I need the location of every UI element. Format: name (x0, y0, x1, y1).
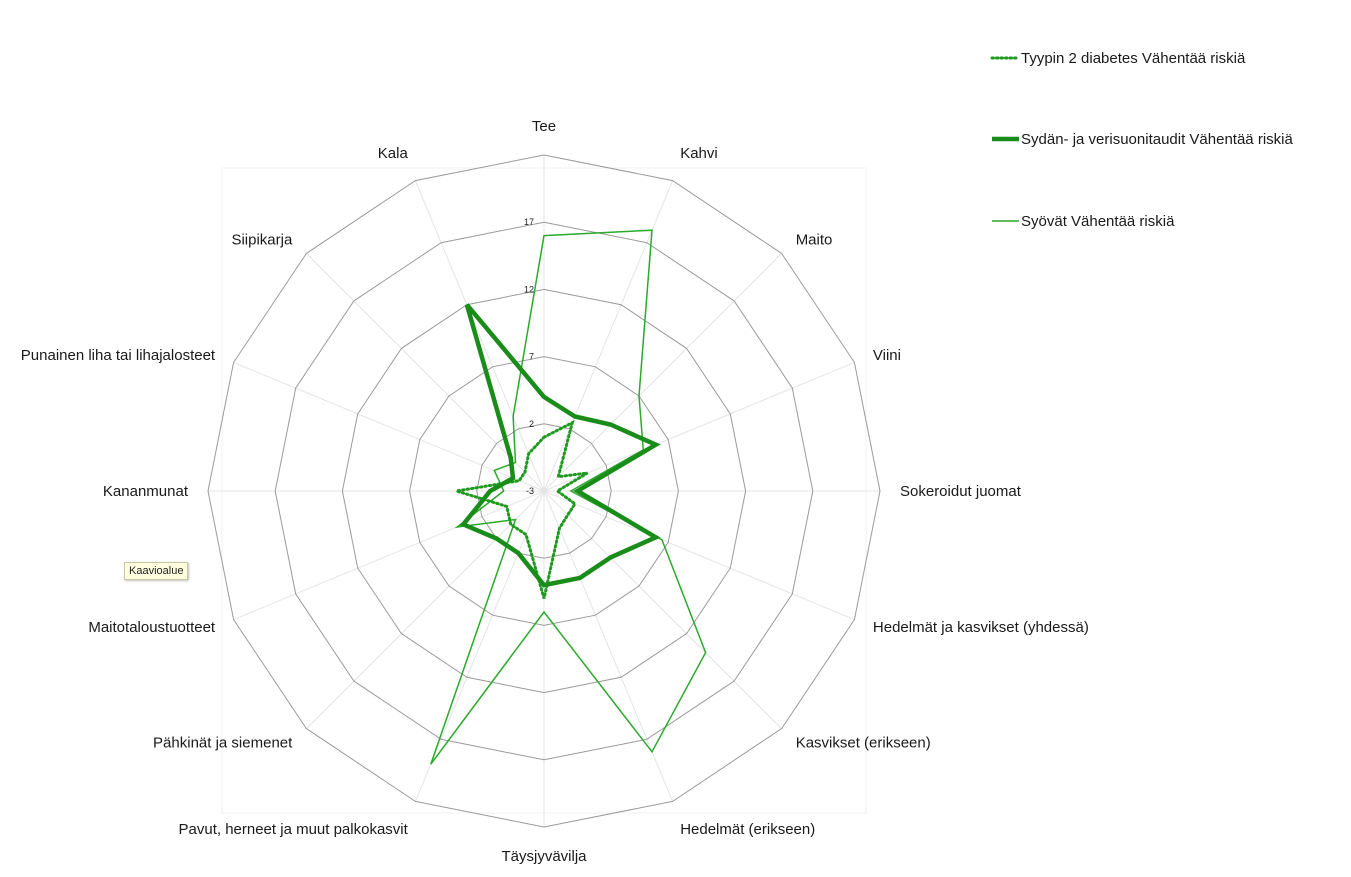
series-line-0 (456, 419, 589, 599)
chart-area-tooltip: Kaavioalue (124, 562, 189, 580)
category-label: Hedelmät (erikseen) (680, 821, 815, 838)
grid-ring-2 (341, 288, 747, 694)
category-label: Maitotaloustuotteet (88, 619, 216, 636)
tick-label: 2 (529, 419, 534, 429)
category-label: Kananmunat (103, 483, 189, 500)
radial-spokes (208, 155, 880, 827)
grid-ring-1 (409, 356, 679, 626)
spoke-3 (543, 361, 855, 492)
category-label: Pavut, herneet ja muut palkokasvit (179, 821, 409, 838)
category-label: Viini (873, 347, 901, 364)
spoke-14 (306, 253, 545, 492)
grid-ring-4 (207, 154, 881, 828)
series-line-1 (459, 303, 661, 588)
category-label: Pähkinät ja siemenet (153, 735, 293, 752)
legend-label: Tyypin 2 diabetes Vähentää riskiä (1021, 50, 1246, 67)
category-label: Kasvikset (erikseen) (796, 735, 931, 752)
spoke-10 (306, 490, 545, 729)
tick-label: 12 (524, 284, 534, 294)
category-label: Punainen liha tai lihajalosteet (21, 347, 216, 364)
spoke-11 (233, 490, 545, 621)
category-label: Sokeroidut juomat (900, 483, 1022, 500)
spoke-6 (543, 490, 782, 729)
grid-ring-3 (274, 221, 814, 761)
series-line-2 (430, 229, 707, 765)
category-label: Siipikarja (231, 231, 293, 248)
spoke-13 (233, 361, 545, 492)
grid-ring-0 (476, 423, 612, 559)
radial-tick-labels: -3 2 7 12 17 (524, 217, 534, 496)
category-label: Kala (378, 145, 409, 162)
spoke-15 (414, 180, 545, 492)
spoke-2 (543, 253, 782, 492)
category-label: Kahvi (680, 145, 718, 162)
tick-label: 17 (524, 217, 534, 227)
tick-label: -3 (526, 486, 534, 496)
category-label: Tee (532, 118, 556, 135)
spoke-5 (543, 490, 855, 621)
legend-label: Syövät Vähentää riskiä (1021, 213, 1175, 230)
data-series (430, 229, 707, 765)
spoke-9 (414, 490, 545, 802)
legend: Tyypin 2 diabetes Vähentää riskiä Sydän- … (990, 50, 1293, 230)
legend-label: Sydän- ja verisuonitaudit Vähentää riski… (1021, 131, 1293, 148)
category-label: Hedelmät ja kasvikset (yhdessä) (873, 619, 1089, 636)
category-label: Maito (796, 231, 833, 248)
category-labels: Tee Kahvi Maito Viini Sokeroidut juomat Hedel… (21, 118, 1089, 865)
grid-rings (207, 154, 881, 828)
tick-label: 7 (529, 352, 534, 362)
category-label: Täysjyvävilja (501, 848, 587, 865)
